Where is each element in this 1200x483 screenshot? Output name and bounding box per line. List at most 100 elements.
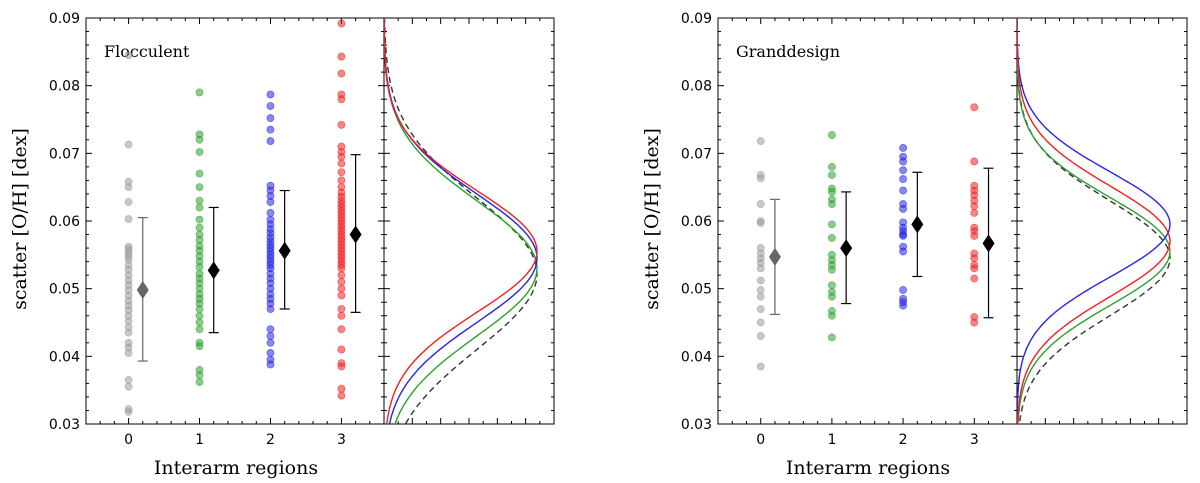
data-point [195,342,204,351]
data-point [828,171,836,179]
kde-curve [1017,18,1171,424]
data-point [195,371,204,380]
panel-flocculent: Flocculent Interarm regions scatter [O/H… [9,11,555,479]
y-axis-label: scatter [O/H] [dex] [641,128,663,310]
y-tick-label: 0.08 [681,79,712,95]
data-point [337,311,346,320]
data-point [899,247,907,256]
data-point [124,382,133,391]
kde-axes-frame [383,17,555,425]
mean-marker [982,234,995,253]
data-point [266,137,275,146]
data-point [195,263,204,271]
data-point [337,362,346,371]
panel-title: Granddesign [736,42,840,61]
data-point [756,276,765,285]
data-point [337,345,346,354]
data-point [970,157,979,166]
data-point [828,265,836,274]
panel-granddesign: Granddesign Interarm regions scatter [O/… [641,11,1188,479]
mean-marker [840,239,853,258]
data-point [266,198,275,206]
data-point [337,19,346,28]
data-point [337,152,346,161]
data-point [266,208,275,217]
data-point [828,162,836,171]
mean-marker [207,261,220,280]
data-point [124,349,133,357]
data-point [195,88,204,97]
kde-curve [384,18,538,424]
data-point [195,215,204,224]
kde-curve [384,18,538,424]
data-point [828,281,836,290]
panel-title: Flocculent [104,42,190,61]
data-point [337,284,346,293]
data-point [970,202,979,211]
data-point [337,52,346,61]
data-point [970,103,979,112]
data-point [124,140,133,149]
data-point [828,333,836,342]
data-point [828,188,836,196]
kde-curve [1017,18,1171,424]
data-point [266,325,275,334]
data-point [337,159,346,168]
data-point [195,311,204,320]
data-point [828,131,836,139]
kde-axes-frame [1016,17,1188,425]
data-point [756,292,765,301]
data-point [337,168,346,177]
y-tick-label: 0.03 [49,417,80,433]
y-tick-label: 0.09 [681,11,712,27]
data-point [124,328,133,337]
data-point [337,291,346,300]
data-point [756,286,765,294]
y-tick-label: 0.07 [681,146,712,162]
data-point [337,305,346,313]
data-point [266,305,275,313]
data-point [337,176,346,185]
data-point [266,90,275,99]
data-point [266,360,275,369]
x-axis-label: Interarm regions [154,457,318,479]
data-point [337,277,346,286]
data-point [195,135,204,144]
data-point [828,292,836,301]
mean-marker [278,241,291,260]
data-point [124,198,133,206]
data-point [828,311,836,320]
data-point [195,305,204,313]
x-tick-label: 2 [266,432,275,448]
data-point [899,175,907,183]
data-point [756,174,765,183]
data-point [124,376,133,384]
data-point [899,166,907,175]
data-point [266,338,275,347]
data-point [970,264,979,273]
data-point [124,215,133,223]
y-tick-label: 0.03 [681,417,712,433]
data-point [195,183,204,192]
data-point [337,264,346,273]
data-point [337,391,346,400]
y-tick-label: 0.06 [681,214,712,230]
data-point [195,325,204,334]
data-point [266,125,275,134]
data-point [970,208,979,217]
y-tick-label: 0.05 [49,282,80,298]
y-axis-label: scatter [O/H] [dex] [9,128,31,310]
x-tick-label: 2 [899,432,908,448]
data-point [970,318,979,327]
x-tick-label: 3 [337,432,346,448]
data-point [756,332,765,340]
y-tick-label: 0.07 [49,146,80,162]
mean-marker [768,247,781,266]
y-tick-label: 0.09 [49,11,80,27]
x-axis-label: Interarm regions [786,457,950,479]
data-point [899,231,907,240]
y-tick-label: 0.04 [681,349,712,365]
data-point [266,102,275,110]
x-tick-label: 1 [195,432,204,448]
